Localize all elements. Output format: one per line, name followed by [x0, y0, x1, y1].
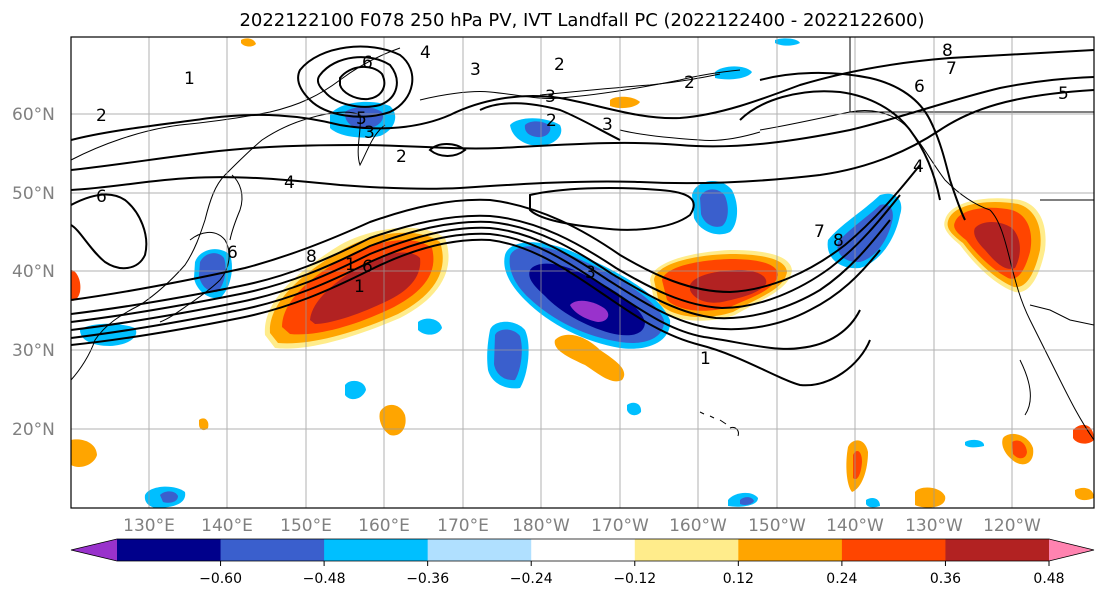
contour-label: 5 — [356, 109, 367, 129]
contour-label: 7 — [946, 59, 957, 79]
colorbar-tick-label: 0.36 — [930, 571, 961, 587]
lon-label: 130°W — [905, 516, 963, 536]
contour-label: 3 — [364, 123, 375, 143]
contour-label: 6 — [362, 53, 373, 73]
contour-label: 8 — [306, 247, 317, 267]
colorbar: −0.60 −0.48 −0.36 −0.24 −0.12 0.12 0.24 0.36 0.4… — [70, 538, 1095, 587]
lon-label: 150°W — [748, 516, 806, 536]
colorbar-extend-high — [1049, 539, 1094, 561]
contour-label: 1 — [345, 255, 356, 275]
contour-label: 2 — [396, 147, 407, 167]
contour-label: 7 — [814, 222, 825, 242]
contour-label: 2 — [554, 55, 565, 75]
lat-label: 60°N — [12, 105, 55, 125]
contour-label: 6 — [227, 243, 238, 263]
lon-label: 170°E — [437, 516, 489, 536]
lon-label: 160°W — [669, 516, 727, 536]
contour-label: 3 — [602, 115, 613, 135]
positive-anomaly-regions — [71, 38, 1094, 508]
contour-label: 4 — [284, 173, 295, 193]
colorbar-segment — [531, 539, 636, 561]
colorbar-segment — [945, 539, 1050, 561]
lat-label: 40°N — [12, 262, 55, 282]
colorbar-tick-label: −0.24 — [510, 571, 553, 587]
lon-label: 130°E — [123, 516, 175, 536]
colorbar-segment — [117, 539, 222, 561]
colorbar-extend-low — [71, 539, 117, 561]
contour-label: 4 — [913, 157, 924, 177]
colorbar-segment — [841, 539, 946, 561]
contour-labels: 1 2 6 6 4 3 2 5 2 3 2 3 2 3 8 7 6 5 4 6 … — [96, 41, 1069, 369]
colorbar-segment — [324, 539, 429, 561]
colorbar-outline — [70, 538, 1095, 562]
map-border — [70, 36, 1095, 509]
contour-label: 8 — [942, 41, 953, 61]
contour-label: 5 — [1058, 84, 1069, 104]
contour-label: 1 — [354, 277, 365, 297]
contour-label: 3 — [545, 87, 556, 107]
lon-label: 140°E — [201, 516, 253, 536]
colorbar-tick-label: 0.24 — [826, 571, 857, 587]
contour-label: 3 — [585, 263, 596, 283]
coastlines — [71, 37, 1094, 441]
lon-label: 160°E — [358, 516, 410, 536]
colorbar-tick-label: −0.60 — [199, 571, 242, 587]
contour-label: 6 — [914, 77, 925, 97]
colorbar-tick-label: 0.12 — [723, 571, 754, 587]
colorbar-tick-label: −0.12 — [613, 571, 656, 587]
contour-label: 3 — [470, 60, 481, 80]
contour-label: 2 — [684, 73, 695, 93]
contour-label: 2 — [96, 106, 107, 126]
lat-label: 50°N — [12, 184, 55, 204]
map-panel: 1 2 6 6 4 3 2 5 2 3 2 3 2 3 8 7 6 5 4 6 … — [71, 37, 1094, 508]
colorbar-segment — [738, 539, 843, 561]
latitude-labels: 60°N 50°N 40°N 30°N 20°N — [12, 105, 55, 440]
contour-label: 6 — [96, 187, 107, 207]
contour-label: 1 — [700, 349, 711, 369]
lon-label: 170°W — [591, 516, 649, 536]
lon-label: 140°W — [826, 516, 884, 536]
longitude-labels: 130°E 140°E 150°E 160°E 170°E 180°W 170°… — [123, 516, 1041, 536]
contour-label: 4 — [420, 43, 431, 63]
negative-anomaly-regions — [80, 38, 985, 508]
colorbar-segment — [427, 539, 532, 561]
colorbar-tick-label: −0.48 — [303, 571, 346, 587]
contour-label: 8 — [833, 231, 844, 251]
lon-label: 120°W — [983, 516, 1041, 536]
figure-title: 2022122100 F078 250 hPa PV, IVT Landfall… — [239, 10, 924, 31]
colorbar-segment — [634, 539, 739, 561]
colorbar-segment — [220, 539, 325, 561]
colorbar-tick-label: −0.36 — [406, 571, 449, 587]
pv-contours — [71, 45, 1094, 387]
contour-label: 6 — [362, 257, 373, 277]
colorbar-tick-label: 0.48 — [1033, 571, 1064, 587]
gridlines — [71, 37, 1094, 508]
lon-label: 150°E — [280, 516, 332, 536]
contour-label: 2 — [546, 111, 557, 131]
lon-label: 180°W — [512, 516, 570, 536]
contour-label: 1 — [184, 69, 195, 89]
lat-label: 30°N — [12, 341, 55, 361]
lat-label: 20°N — [12, 420, 55, 440]
